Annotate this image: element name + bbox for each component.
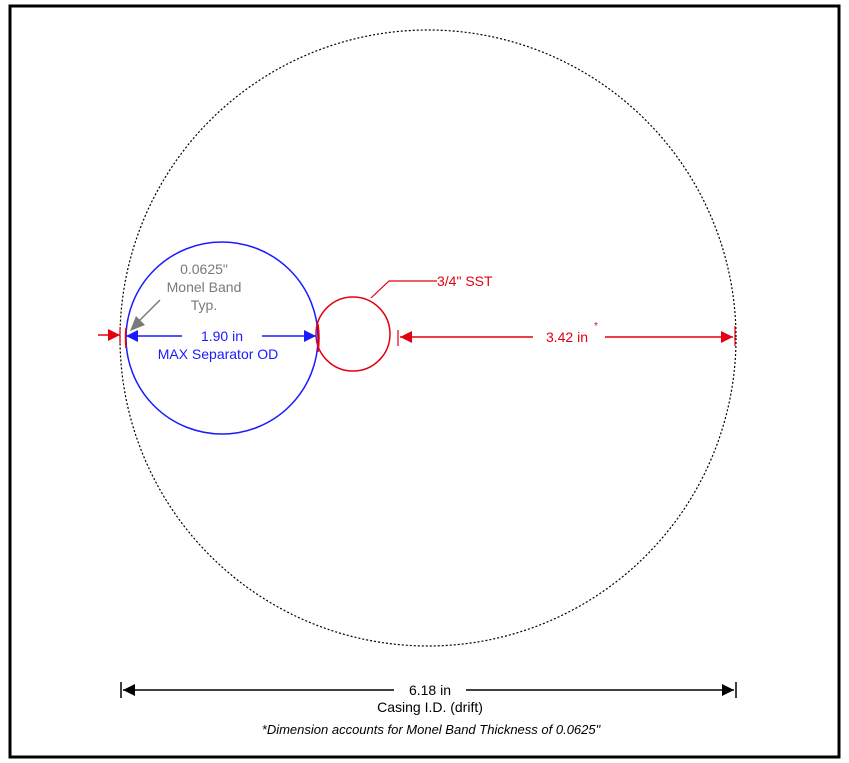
casing-dim-label: 6.18 in (409, 682, 451, 698)
separator-dim-label: 1.90 in (201, 328, 243, 344)
monel-band-label-line1: 0.0625" (180, 261, 228, 277)
casing-name-label: Casing I.D. (drift) (377, 699, 483, 715)
monel-band-arrowhead (130, 316, 145, 331)
monel-band-right-mark (317, 323, 320, 353)
diagram-frame (8, 4, 841, 759)
sst-label: 3/4" SST (437, 273, 493, 289)
monel-band-label-line2: Monel Band (167, 279, 242, 295)
monel-band-left-mark (124, 327, 127, 349)
sst-circle (315, 296, 391, 372)
monel-band-label-line3: Typ. (191, 297, 217, 313)
footnote: *Dimension accounts for Monel Band Thick… (262, 722, 602, 737)
separator-name-label: MAX Separator OD (158, 346, 279, 362)
casing-id-circle (119, 29, 737, 647)
monel-band-leader (137, 299, 161, 323)
sst-leader (370, 280, 437, 299)
clearance-dim-asterisk: * (594, 321, 598, 332)
clearance-dim-label: 3.42 in (546, 329, 588, 345)
